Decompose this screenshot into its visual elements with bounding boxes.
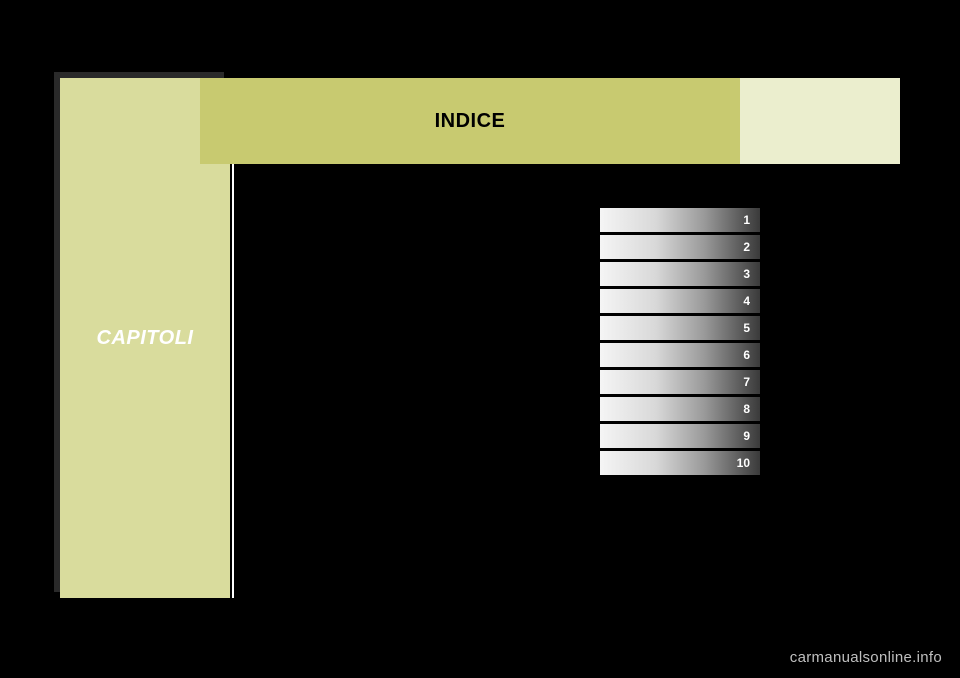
chapter-tab[interactable]: 2 — [600, 235, 760, 259]
chapter-tab[interactable]: 9 — [600, 424, 760, 448]
header-box: INDICE — [200, 78, 740, 164]
chapter-number: 9 — [743, 429, 750, 443]
vertical-divider — [232, 164, 234, 598]
sidebar-label: CAPITOLI — [97, 327, 194, 350]
chapter-number: 7 — [743, 375, 750, 389]
chapter-tab[interactable]: 1 — [600, 208, 760, 232]
chapter-tab[interactable]: 5 — [600, 316, 760, 340]
chapter-tab[interactable]: 8 — [600, 397, 760, 421]
chapter-tab[interactable]: 10 — [600, 451, 760, 475]
chapter-number: 5 — [743, 321, 750, 335]
chapter-tab[interactable]: 3 — [600, 262, 760, 286]
chapter-tab[interactable]: 7 — [600, 370, 760, 394]
manual-page: CAPITOLI INDICE 1 2 3 4 5 6 7 8 9 10 — [60, 78, 900, 598]
chapter-tabs: 1 2 3 4 5 6 7 8 9 10 — [600, 208, 760, 478]
watermark: carmanualsonline.info — [790, 649, 942, 666]
chapter-number: 8 — [743, 402, 750, 416]
chapter-number: 4 — [743, 294, 750, 308]
chapter-number: 3 — [743, 267, 750, 281]
page-title: INDICE — [435, 110, 506, 133]
chapter-number: 10 — [737, 456, 750, 470]
chapter-number: 1 — [743, 213, 750, 227]
chapter-number: 6 — [743, 348, 750, 362]
chapter-tab[interactable]: 6 — [600, 343, 760, 367]
chapter-number: 2 — [743, 240, 750, 254]
chapter-tab[interactable]: 4 — [600, 289, 760, 313]
